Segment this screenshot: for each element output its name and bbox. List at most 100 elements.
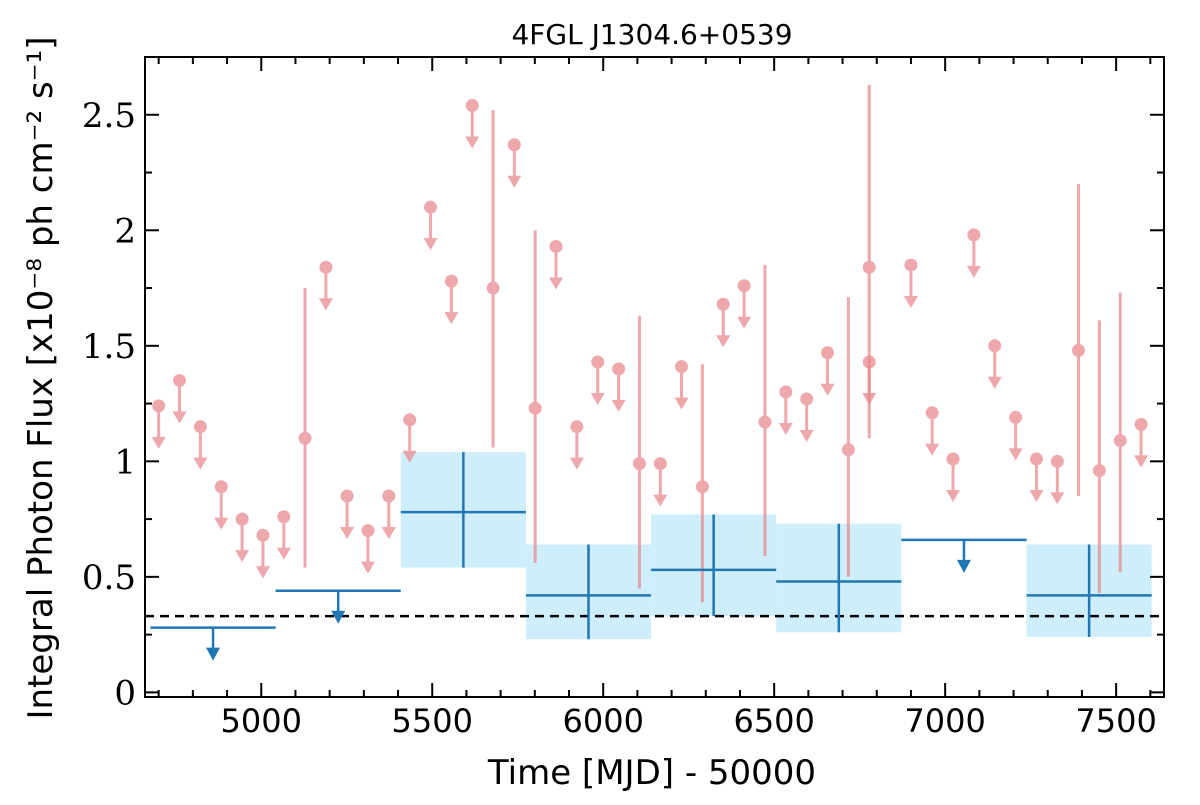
upper-limit-arrowhead [423, 238, 438, 251]
monthly-detection [528, 230, 542, 563]
x-tick-label: 5500 [392, 702, 473, 740]
monthly-upper-limit-marker [424, 200, 438, 214]
upper-limit-arrowhead [1050, 492, 1065, 505]
monthly-upper-limit-marker [591, 355, 605, 369]
monthly-upper-limit-marker [737, 279, 751, 293]
monthly-detection-marker [528, 401, 542, 415]
monthly-upper-limit-marker [1029, 452, 1043, 466]
upper-limit-arrowhead [1134, 455, 1149, 468]
upper-limit-arrowhead [193, 457, 208, 470]
monthly-upper-limit [674, 360, 689, 410]
upper-limit-arrowhead [987, 376, 1002, 389]
yearly-detection [1026, 544, 1152, 637]
chart-title: 4FGL J1304.6+0539 [511, 18, 792, 51]
monthly-upper-limit [799, 392, 814, 442]
monthly-detection-marker [1092, 464, 1106, 478]
monthly-upper-limit [318, 260, 333, 311]
monthly-upper-limit-marker [800, 392, 814, 406]
monthly-upper-limit-marker [277, 510, 291, 524]
y-tick-label: 2 [114, 211, 136, 251]
monthly-detection-marker [758, 415, 772, 429]
upper-limit-arrowhead [340, 526, 355, 539]
monthly-detection [862, 84, 876, 439]
monthly-upper-limit [778, 385, 793, 436]
ticks-group [145, 57, 1164, 697]
y-tick-label: 1.5 [82, 327, 136, 367]
yearly-detection [776, 523, 902, 633]
monthly-upper-limit [987, 339, 1002, 389]
monthly-upper-limit-marker [779, 385, 793, 399]
monthly-upper-limit-marker [319, 260, 333, 274]
upper-limit-arrowhead [799, 429, 814, 442]
monthly-detection-marker [298, 431, 312, 445]
x-axis-title: Time [MJD] - 50000 [487, 753, 816, 793]
upper-limit-arrowhead [966, 265, 981, 278]
monthly-upper-limit [820, 346, 835, 396]
monthly-upper-limit-marker [507, 138, 521, 152]
monthly-detection [758, 264, 772, 557]
upper-limit-arrowhead [611, 399, 626, 412]
upper-limit-arrowhead [820, 383, 835, 396]
upper-limit-arrowhead [235, 550, 250, 563]
monthly-upper-limit-marker [675, 360, 689, 374]
monthly-detection [1072, 184, 1086, 496]
y-tick-label: 2.5 [82, 96, 136, 136]
upper-limit-arrowhead [716, 335, 731, 348]
monthly-detection-marker [841, 443, 855, 457]
monthly-upper-limit [946, 452, 961, 503]
upper-limit-arrowhead [549, 277, 564, 290]
monthly-upper-limit [360, 524, 375, 574]
x-tick-label: 7000 [904, 702, 985, 740]
upper-limit-arrowhead [381, 526, 396, 539]
monthly-upper-limit [1134, 417, 1149, 468]
monthly-upper-limit-marker [716, 297, 730, 311]
x-tick-label: 7500 [1075, 702, 1156, 740]
monthly-upper-limit [966, 228, 981, 278]
yearly-detection [525, 544, 652, 640]
monthly-upper-limit-marker [549, 239, 563, 253]
monthly-detection-marker [1113, 434, 1127, 448]
yearly-detection [400, 452, 526, 568]
monthly-upper-limit [716, 297, 731, 348]
monthly-upper-limit [444, 274, 459, 325]
upper-limit-arrowhead [214, 517, 229, 530]
monthly-upper-limit-marker [653, 457, 667, 471]
monthly-upper-limit [569, 420, 584, 470]
monthly-upper-limit-marker [1134, 417, 1148, 431]
monthly-upper-limit [1008, 410, 1023, 461]
monthly-upper-limit-marker [152, 399, 166, 413]
yearly-ul-arrowhead [206, 647, 221, 661]
monthly-upper-limit-marker [193, 420, 207, 434]
monthly-upper-limit-marker [214, 480, 228, 494]
upper-limit-arrowhead [444, 312, 459, 325]
upper-limit-arrowhead [465, 136, 480, 149]
upper-limit-arrowhead [946, 490, 961, 503]
monthly-upper-limit-marker [235, 512, 249, 526]
monthly-upper-limit-marker [988, 339, 1002, 353]
monthly-upper-limit [255, 528, 270, 579]
monthly-detection-marker [695, 480, 709, 494]
y-axis-title: Integral Photon Flux [x10⁻⁸ ph cm⁻² s⁻¹] [21, 36, 61, 719]
monthly-upper-limit-marker [821, 346, 835, 360]
monthly-upper-limit-marker [612, 362, 626, 376]
monthly-upper-limit-marker [340, 489, 354, 503]
monthly-upper-limit-marker [444, 274, 458, 288]
monthly-upper-limit [507, 138, 522, 188]
monthly-detection [298, 288, 312, 568]
x-tick-label: 6500 [733, 702, 814, 740]
monthly-detection [1092, 320, 1106, 594]
monthly-detection-marker [862, 260, 876, 274]
yearly-upper-limit [901, 538, 1027, 573]
monthly-upper-limit [423, 200, 438, 251]
monthly-upper-limit [172, 373, 187, 424]
upper-limit-arrowhead [569, 457, 584, 470]
monthly-upper-limit [1050, 454, 1065, 505]
upper-limit-arrowhead [674, 397, 689, 410]
monthly-upper-limit [340, 489, 355, 539]
upper-limit-arrowhead [737, 316, 752, 329]
monthly-upper-limit-marker [1050, 454, 1064, 468]
upper-limit-arrowhead [507, 175, 522, 188]
x-tick-label: 5000 [221, 702, 302, 740]
upper-limit-arrowhead [255, 566, 270, 579]
